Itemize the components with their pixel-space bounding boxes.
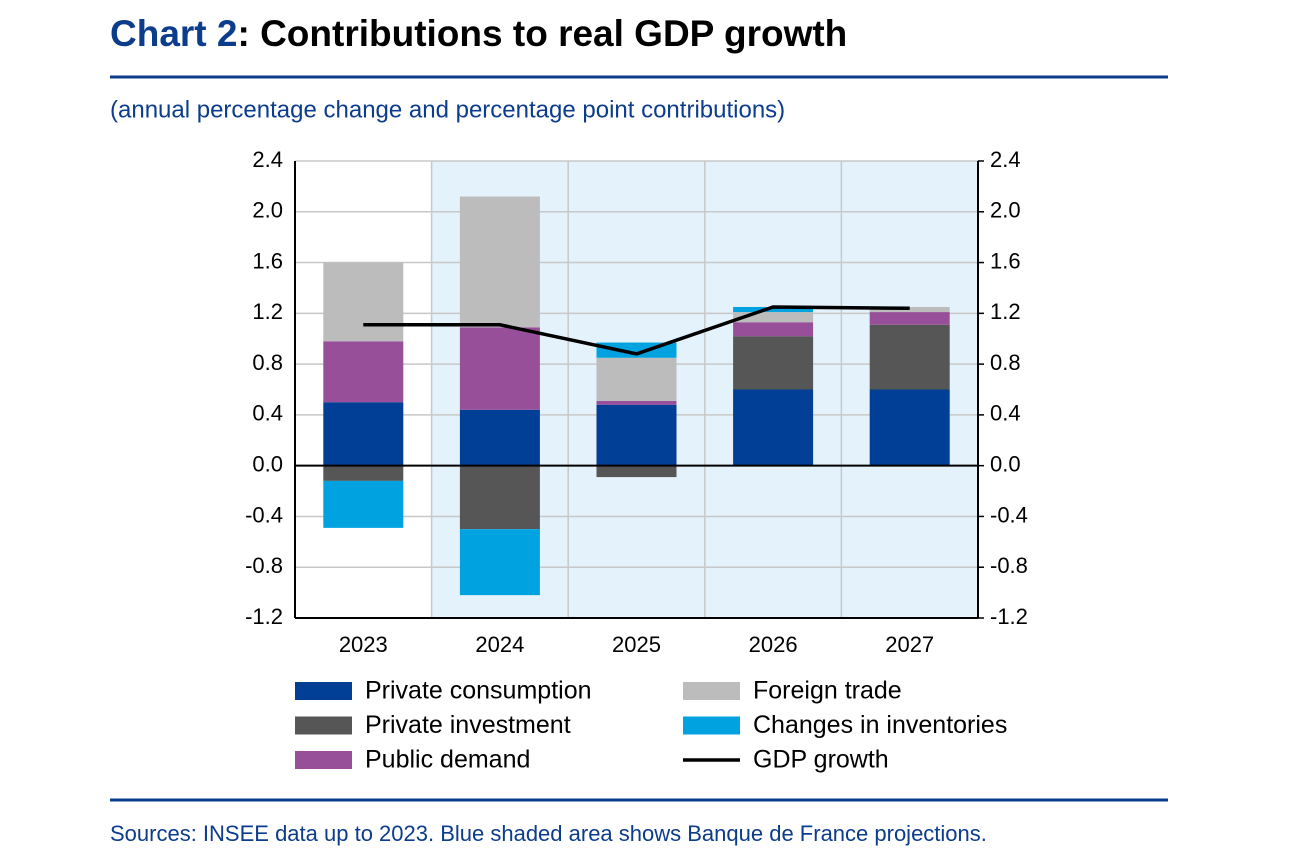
bar-segment (596, 465, 677, 478)
gdp-line (363, 305, 910, 356)
x-tick-label: 2026 (749, 632, 798, 657)
bar-segment (323, 341, 404, 403)
bar-segment (733, 312, 814, 323)
bar-segment (323, 262, 404, 342)
bar-segment (733, 322, 814, 337)
legend-swatch (683, 716, 740, 735)
legend-label: GDP growth (753, 746, 889, 774)
y-tick-label: 2.0 (252, 198, 283, 223)
legend-label: Private investment (365, 711, 571, 739)
y-tick-label: -1.2 (245, 604, 283, 629)
bar-segment (869, 306, 950, 313)
legend-swatch (683, 682, 740, 700)
bar-segment (869, 389, 950, 466)
title-prefix: Chart 2 (110, 13, 237, 54)
bar-segment (733, 389, 814, 466)
y2-tick-label: -1.2 (990, 604, 1028, 629)
y2-tick-label: 1.2 (990, 299, 1021, 324)
chart-title: Chart 2: Contributions to real GDP growt… (110, 13, 847, 54)
x-tick-label: 2024 (475, 632, 524, 657)
title-text: : Contributions to real GDP growth (237, 13, 847, 54)
subtitle: (annual percentage change and percentage… (110, 96, 785, 123)
y2-tick-label: 2.0 (990, 198, 1021, 223)
legend-swatch (295, 716, 352, 735)
y2-tick-label: 0.8 (990, 350, 1021, 375)
legend-label: Foreign trade (753, 677, 902, 705)
y-tick-label: 2.4 (252, 147, 283, 172)
y-tick-label: 0.0 (252, 451, 283, 476)
legend-swatch (295, 682, 352, 700)
bar-segment (459, 409, 540, 466)
y-tick-label: 0.8 (252, 350, 283, 375)
y-tick-label: 0.4 (252, 401, 283, 426)
bar-segment (323, 465, 404, 481)
y2-tick-label: -0.4 (990, 502, 1028, 527)
y2-tick-label: 0.4 (990, 401, 1021, 426)
y2-tick-label: 0.0 (990, 451, 1021, 476)
bar-segment (323, 480, 404, 528)
bar-segment (869, 312, 950, 325)
bar-segment (459, 529, 540, 596)
legend-swatch (295, 751, 352, 769)
y-tick-label: -0.4 (245, 502, 283, 527)
bar-segment (459, 327, 540, 410)
y2-tick-label: -0.8 (990, 553, 1028, 578)
bar-segment (596, 357, 677, 401)
y2-tick-label: 1.6 (990, 248, 1021, 273)
legend-label: Changes in inventories (753, 711, 1007, 739)
bar-segment (733, 336, 814, 390)
bar-segment (596, 400, 677, 405)
legend-label: Private consumption (365, 677, 592, 705)
x-tick-label: 2023 (339, 632, 388, 657)
x-tick-label: 2025 (612, 632, 661, 657)
source-note: Sources: INSEE data up to 2023. Blue sha… (110, 821, 987, 846)
bar-segment (596, 404, 677, 466)
y-tick-label: 1.6 (252, 248, 283, 273)
bar-segment (459, 196, 540, 328)
legend-label: Public demand (365, 746, 530, 774)
bar-segment (869, 324, 950, 390)
bar-segment (459, 465, 540, 530)
bar-segment (733, 306, 814, 313)
y2-tick-label: 2.4 (990, 147, 1021, 172)
y-tick-label: 1.2 (252, 299, 283, 324)
bar-segment (323, 402, 404, 466)
x-tick-label: 2027 (885, 632, 934, 657)
y-tick-label: -0.8 (245, 553, 283, 578)
